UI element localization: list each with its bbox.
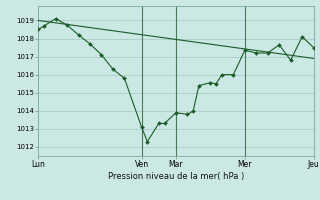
- X-axis label: Pression niveau de la mer( hPa ): Pression niveau de la mer( hPa ): [108, 172, 244, 181]
